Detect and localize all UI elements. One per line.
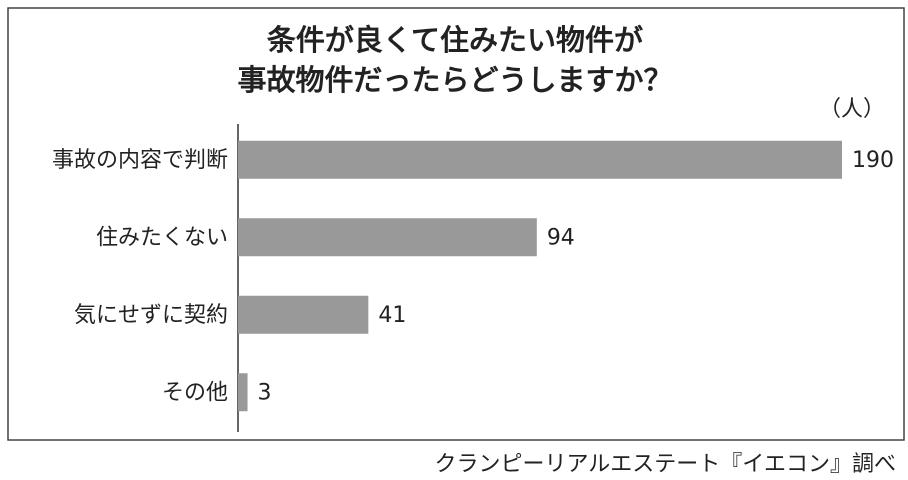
category-label: 気にせずに契約 xyxy=(74,303,228,328)
bar xyxy=(238,295,369,334)
unit-label: （人） xyxy=(819,97,885,122)
category-label: 住みたくない xyxy=(96,225,228,250)
source: クランピーリアルエステート『イエコン』調べ xyxy=(434,452,896,477)
bar xyxy=(238,140,842,179)
category-label: 事故の内容で判断 xyxy=(52,148,228,173)
frame xyxy=(7,7,905,441)
category-label: その他 xyxy=(162,380,228,405)
value-label: 3 xyxy=(258,380,272,405)
value-label: 41 xyxy=(378,303,406,328)
chart-title: 条件が良くて住みたい物件が xyxy=(267,23,643,57)
bar xyxy=(238,373,248,412)
value-label: 190 xyxy=(852,148,894,173)
bar xyxy=(238,218,537,257)
chart-title: 事故物件だったらどうしますか？ xyxy=(237,63,672,97)
value-label: 94 xyxy=(547,225,575,250)
